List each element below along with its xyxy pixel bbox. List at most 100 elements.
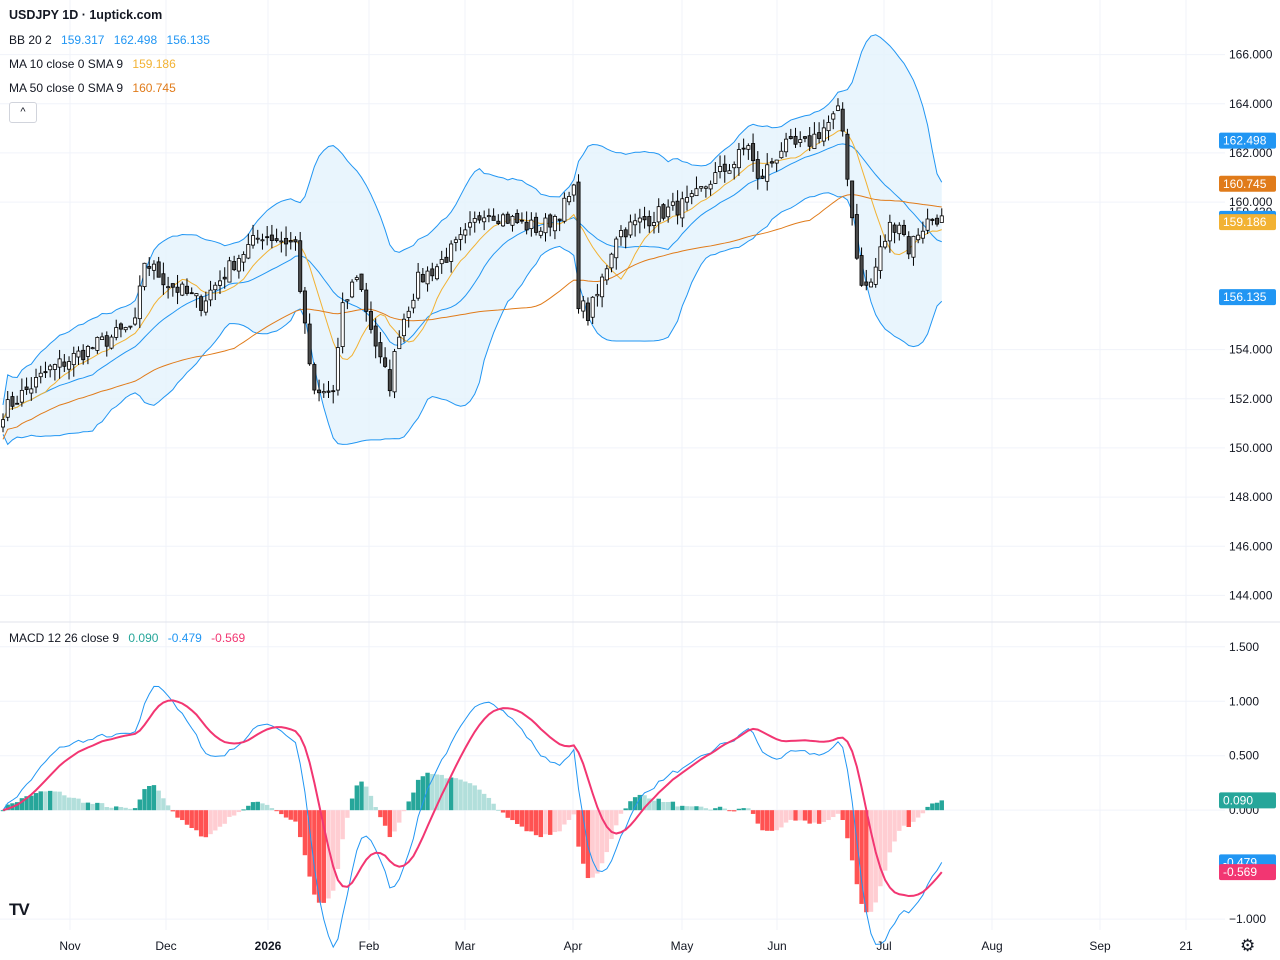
macd-histogram-bar [472, 785, 477, 811]
time-tick-label: Apr [564, 939, 583, 953]
candle-body [680, 198, 685, 219]
candle-body [317, 389, 322, 394]
macd-histogram-bar [33, 793, 39, 811]
candle-body [515, 213, 520, 223]
macd-label: MACD 12 26 close 9 [9, 631, 120, 645]
macd-histogram-bar [788, 810, 794, 820]
candle-body [543, 217, 548, 234]
macd-histogram-bar [288, 810, 293, 820]
macd-histogram-bar [680, 805, 685, 811]
macd-histogram-bar [500, 810, 506, 813]
gear-icon[interactable]: ⚙ [1240, 936, 1256, 955]
ma10-legend: MA 10 close 0 SMA 9 159.186 [9, 57, 182, 71]
candle-body [859, 255, 864, 286]
candle-body [359, 273, 364, 290]
candle-body [279, 240, 284, 243]
candle-body [477, 215, 482, 221]
candle-body [618, 230, 623, 238]
macd-histogram-bar [293, 810, 298, 822]
candle-body [378, 342, 383, 358]
macd-histogram-bar [147, 786, 152, 811]
candle-body [562, 197, 567, 222]
macd-histogram-bar [434, 774, 440, 811]
time-tick-label: 2026 [255, 939, 282, 953]
macd-tick-label: 0.500 [1229, 749, 1259, 763]
candle-body [213, 284, 218, 291]
chevron-up-icon[interactable]: ^ [9, 102, 37, 123]
macd-histogram-bar [628, 801, 633, 811]
time-tick-label: 21 [1179, 939, 1193, 953]
candle-body [552, 216, 557, 232]
macd-histogram-bar [165, 805, 171, 811]
price-tick-label: 144.000 [1229, 588, 1273, 602]
macd-histogram-bar [236, 810, 242, 813]
candle-body [519, 219, 524, 222]
macd-histogram-bar [194, 810, 199, 831]
macd-histogram-bar [892, 810, 897, 842]
macd-histogram-bar [802, 810, 808, 821]
candle-body [227, 260, 232, 283]
candle-body [260, 239, 265, 242]
macd-histogram-bar [47, 790, 53, 811]
macd-histogram-bar [439, 774, 444, 811]
candle-body [595, 293, 600, 297]
macd-histogram-bar [99, 803, 105, 811]
macd-tick-label: 1.000 [1229, 694, 1259, 708]
macd-histogram-bar [816, 810, 822, 824]
candle-body [779, 150, 784, 159]
candle-body [557, 218, 562, 221]
candle-body [434, 266, 439, 280]
candle-body [845, 133, 850, 180]
bb-upper-line [2, 34, 943, 405]
macd-line [2, 685, 943, 949]
macd-histogram-bar [180, 810, 185, 821]
macd-histogram-bar [95, 802, 100, 811]
price-tick-label: 146.000 [1229, 539, 1273, 553]
macd-histogram-bar [85, 802, 91, 811]
candle-body [524, 221, 529, 231]
candle-body [34, 377, 39, 388]
macd-histogram-bar [463, 781, 468, 811]
macd-histogram-bar [52, 791, 58, 811]
tradingview-logo[interactable]: TV [9, 900, 30, 919]
macd-histogram-bar [821, 810, 827, 823]
candle-body [269, 234, 274, 241]
candle-body [887, 221, 892, 242]
macd-histogram-bar [618, 810, 624, 814]
candle-body [236, 258, 241, 272]
candle-body [930, 218, 935, 221]
macd-value-label-bg [1219, 864, 1276, 881]
candle-body [850, 180, 855, 219]
macd-histogram-bar [505, 810, 510, 818]
candle-body [439, 259, 444, 265]
candle-body [180, 283, 185, 296]
candle-body [741, 147, 746, 150]
macd-histogram-bar [123, 807, 128, 811]
candle-body [628, 221, 633, 236]
macd-histogram-bar [156, 790, 161, 811]
macd-histogram-bar [415, 779, 421, 811]
candle-body [128, 325, 133, 328]
candle-body [142, 262, 147, 288]
macd-histogram-bar [425, 772, 430, 811]
candle-body [326, 390, 331, 393]
candle-body [302, 290, 307, 324]
candle-body [468, 222, 473, 228]
price-tick-label: 152.000 [1229, 392, 1273, 406]
candle-body [732, 163, 737, 169]
macd-histogram-bar [302, 810, 308, 856]
price-label-bg [1219, 132, 1276, 149]
macd-histogram-bar [382, 810, 388, 826]
candle-body [123, 327, 128, 331]
candle-body [538, 230, 543, 236]
candle-body [694, 188, 699, 197]
candle-body [713, 172, 718, 184]
price-tick-label: 150.000 [1229, 441, 1273, 455]
macd-histogram-bar [175, 810, 180, 818]
macd-histogram-bar [519, 810, 525, 827]
macd-histogram-bar [387, 810, 393, 838]
macd-histogram-bar [458, 779, 463, 811]
candle-body [647, 216, 652, 227]
candle-body [529, 219, 534, 229]
